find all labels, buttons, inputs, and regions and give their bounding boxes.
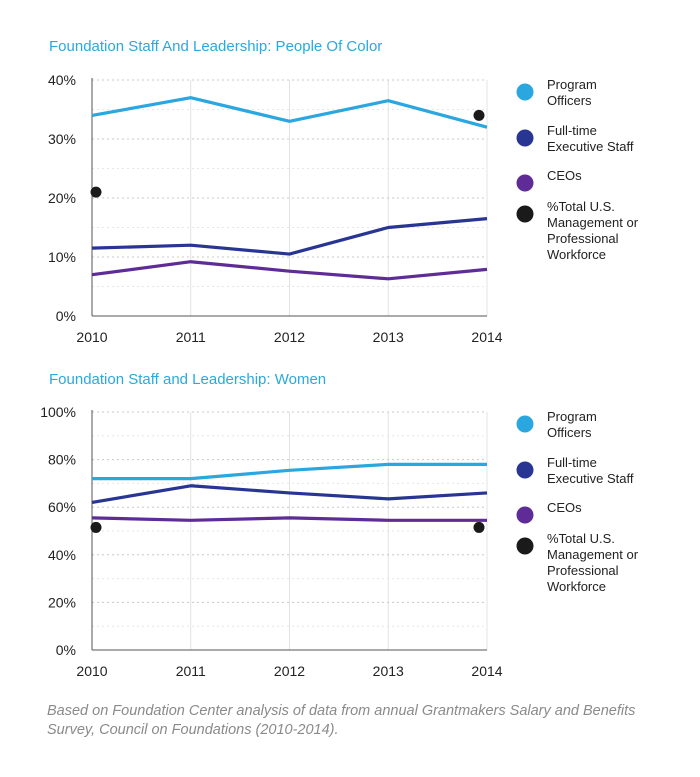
legend-swatch (516, 205, 534, 223)
y-tick-label: 40% (48, 547, 76, 563)
y-tick-label: 80% (48, 452, 76, 468)
legend-label: Program (547, 409, 597, 424)
legend-swatch (516, 506, 534, 524)
legend-swatch (516, 174, 534, 192)
x-tick-label: 2014 (471, 663, 502, 679)
x-tick-label: 2014 (471, 329, 502, 345)
workforce-marker (90, 521, 102, 533)
y-tick-label: 0% (56, 308, 76, 324)
legend-label: CEOs (547, 168, 582, 183)
x-tick-label: 2011 (176, 663, 206, 679)
workforce-marker (473, 109, 485, 121)
legend-label: CEOs (547, 500, 582, 515)
x-tick-label: 2013 (373, 663, 404, 679)
y-tick-label: 100% (40, 404, 76, 420)
series-line-program-officers (92, 462, 487, 481)
series-line-ceos (91, 260, 488, 281)
legend-label: %Total U.S. (547, 199, 615, 214)
y-tick-label: 10% (48, 249, 76, 265)
legend-label: Professional (547, 563, 619, 578)
chart-title: Foundation Staff and Leadership: Women (49, 371, 327, 388)
x-tick-label: 2010 (76, 663, 107, 679)
legend-swatch (516, 129, 534, 147)
legend-label: Professional (547, 231, 619, 246)
workforce-marker (90, 186, 102, 198)
legend-label: Executive Staff (547, 471, 634, 486)
legend-label: Executive Staff (547, 139, 634, 154)
series-line-full-time-executive-staff (91, 484, 488, 505)
legend-label: Officers (547, 425, 592, 440)
line-chart: 0% 20% 40% 60% 80% 100% 2010 2011 2012 2013 2014 Pr… (40, 404, 639, 679)
legend-label: %Total U.S. (547, 531, 615, 546)
y-tick-label: 20% (48, 594, 76, 610)
line-chart: 0% 10% 20% 30% 40% 2010 2011 2012 2013 2014 Progra… (48, 72, 639, 345)
x-tick-label: 2011 (176, 329, 206, 345)
legend-label: Workforce (547, 247, 606, 262)
y-tick-label: 40% (48, 72, 76, 88)
legend-swatch (516, 537, 534, 555)
series-line-program-officers (91, 96, 488, 129)
x-tick-label: 2012 (274, 663, 305, 679)
legend-label: Program (547, 77, 597, 92)
legend-label: Management or (547, 215, 639, 230)
x-tick-label: 2013 (373, 329, 404, 345)
x-tick-label: 2012 (274, 329, 305, 345)
y-tick-label: 0% (56, 642, 76, 658)
legend-label: Full-time (547, 455, 597, 470)
series-line-full-time-executive-staff (91, 217, 488, 256)
legend-swatch (516, 461, 534, 479)
series-line-ceos (91, 516, 487, 522)
legend-swatch (516, 415, 534, 433)
legend-label: Management or (547, 547, 639, 562)
source-footnote: Based on Foundation Center analysis of d… (47, 703, 636, 738)
y-tick-label: 60% (48, 499, 76, 515)
legend-swatch (516, 83, 534, 101)
workforce-marker (473, 521, 485, 533)
y-tick-label: 20% (48, 190, 76, 206)
chart-title: Foundation Staff And Leadership: People … (49, 38, 383, 55)
legend-label: Workforce (547, 579, 606, 594)
x-tick-label: 2010 (76, 329, 107, 345)
legend-label: Full-time (547, 123, 597, 138)
y-tick-label: 30% (48, 131, 76, 147)
legend-label: Officers (547, 93, 592, 108)
